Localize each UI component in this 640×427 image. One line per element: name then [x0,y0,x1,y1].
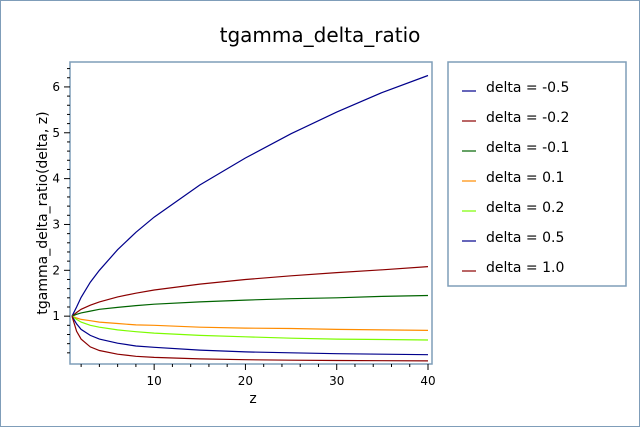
x-tick-label: 30 [329,374,344,388]
legend-box [447,61,627,287]
y-tick-label: 3 [52,217,60,231]
x-axis-label: z [249,391,256,407]
series-line [71,266,429,317]
series-line [71,315,429,331]
y-axis: 1 2 3 4 5 6 [52,68,70,354]
legend-label: delta = 0.1 [486,170,564,186]
y-axis-label: tgamma_delta_ratio(delta, z) [35,111,51,314]
legend-label: delta = 0.5 [486,230,564,246]
series-line [71,74,429,317]
plot-area [69,61,433,365]
legend-label: delta = -0.2 [486,110,569,126]
series-lines [71,74,429,362]
x-tick-label: 40 [420,374,435,388]
series-line [71,315,429,356]
y-tick-label: 4 [52,172,60,186]
series-line [71,315,429,341]
legend-label: delta = 1.0 [486,260,564,276]
legend-label: delta = -0.1 [486,140,569,156]
x-axis: 10 20 30 40 [80,364,436,388]
y-tick-label: 1 [52,309,60,323]
y-tick-label: 5 [52,126,60,140]
x-tick-label: 10 [147,374,162,388]
legend-label: delta = -0.5 [486,80,569,96]
x-tick-label: 20 [238,374,253,388]
chart-title: tgamma_delta_ratio [220,23,421,47]
y-tick-label: 2 [52,263,60,277]
series-line [71,294,429,317]
legend: delta = -0.5 delta = -0.2 delta = -0.1 delt… [462,80,569,276]
y-tick-label: 6 [52,80,60,94]
legend-label: delta = 0.2 [486,200,564,216]
series-line [71,316,429,362]
